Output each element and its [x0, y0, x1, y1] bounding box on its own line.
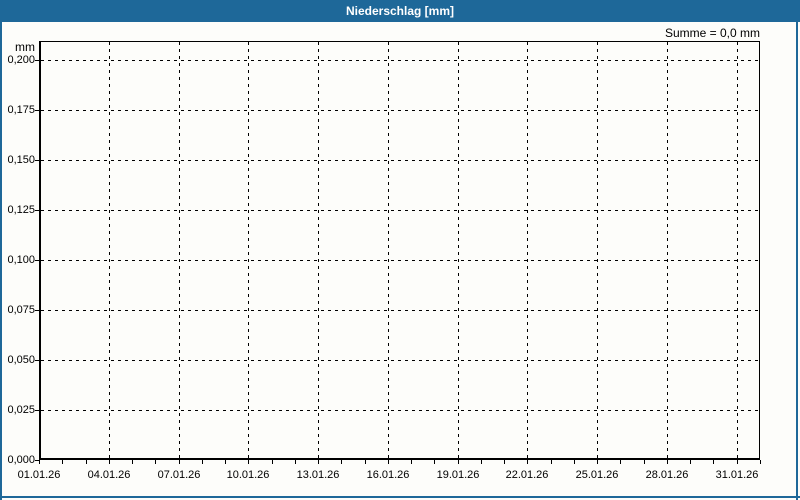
y-gridline	[41, 160, 759, 161]
x-axis-day-tick	[248, 460, 249, 464]
x-axis-day-tick	[272, 460, 273, 464]
y-axis-tick	[35, 110, 39, 111]
y-axis-line	[39, 41, 41, 460]
y-gridline	[41, 110, 759, 111]
x-gridline	[109, 42, 110, 458]
x-tick-label: 28.01.26	[645, 469, 689, 481]
x-tick-label: 22.01.26	[505, 469, 549, 481]
x-axis-day-tick	[109, 460, 110, 464]
x-tick-label: 19.01.26	[436, 469, 480, 481]
x-axis-day-tick	[39, 460, 40, 464]
x-axis-day-tick	[411, 460, 412, 464]
window-titlebar: Niederschlag [mm]	[0, 0, 800, 22]
y-gridline	[41, 260, 759, 261]
y-axis-tick	[35, 210, 39, 211]
x-gridline	[527, 42, 528, 458]
window-border-right	[796, 22, 798, 500]
y-gridline	[41, 410, 759, 411]
y-gridline	[41, 210, 759, 211]
x-axis-day-tick	[504, 460, 505, 464]
y-axis-tick	[35, 410, 39, 411]
y-tick-label: 0,000	[7, 454, 35, 466]
x-axis-day-tick	[644, 460, 645, 464]
x-axis-day-tick	[481, 460, 482, 464]
y-gridline	[41, 310, 759, 311]
x-axis-day-tick	[86, 460, 87, 464]
window-border-bottom	[0, 496, 800, 498]
y-tick-label: 0,100	[7, 254, 35, 266]
x-axis-day-tick	[760, 460, 761, 464]
window-border-left	[0, 22, 2, 500]
x-axis-day-tick	[667, 460, 668, 464]
y-tick-label: 0,150	[7, 154, 35, 166]
y-tick-label: 0,200	[7, 54, 35, 66]
x-axis-day-tick	[225, 460, 226, 464]
y-axis-tick	[35, 460, 39, 461]
x-axis-day-tick	[690, 460, 691, 464]
y-tick-label: 0,125	[7, 204, 35, 216]
x-tick-label: 31.01.26	[715, 469, 759, 481]
x-axis-day-tick	[295, 460, 296, 464]
x-tick-label: 10.01.26	[226, 469, 270, 481]
x-axis-day-tick	[132, 460, 133, 464]
y-axis-tick	[35, 360, 39, 361]
sum-label: Summe = 0,0 mm	[664, 26, 760, 40]
x-axis-day-tick	[458, 460, 459, 464]
x-axis-day-tick	[62, 460, 63, 464]
x-gridline	[318, 42, 319, 458]
x-axis-day-tick	[551, 460, 552, 464]
y-tick-label: 0,075	[7, 304, 35, 316]
x-axis-day-tick	[341, 460, 342, 464]
x-tick-label: 07.01.26	[157, 469, 201, 481]
y-axis-unit-label: mm	[15, 40, 35, 54]
y-axis-tick	[35, 60, 39, 61]
x-tick-label: 25.01.26	[575, 469, 619, 481]
x-axis-day-tick	[365, 460, 366, 464]
x-axis-line	[39, 458, 760, 460]
x-gridline	[597, 42, 598, 458]
y-axis-tick	[35, 310, 39, 311]
x-axis-day-tick	[713, 460, 714, 464]
y-gridline	[41, 60, 759, 61]
x-axis-day-tick	[737, 460, 738, 464]
x-gridline	[179, 42, 180, 458]
y-axis-tick	[35, 260, 39, 261]
plot-border-right	[759, 41, 760, 460]
x-axis-day-tick	[155, 460, 156, 464]
x-axis-day-tick	[597, 460, 598, 464]
x-axis-day-tick	[179, 460, 180, 464]
x-gridline	[388, 42, 389, 458]
x-tick-label: 01.01.26	[17, 469, 61, 481]
y-tick-label: 0,050	[7, 354, 35, 366]
x-gridline	[667, 42, 668, 458]
x-axis-day-tick	[527, 460, 528, 464]
y-tick-label: 0,025	[7, 404, 35, 416]
y-axis-tick	[35, 160, 39, 161]
plot-border-top	[39, 41, 760, 42]
x-axis-day-tick	[574, 460, 575, 464]
y-gridline	[41, 360, 759, 361]
x-gridline	[737, 42, 738, 458]
x-gridline	[458, 42, 459, 458]
x-gridline	[248, 42, 249, 458]
window-title: Niederschlag [mm]	[345, 4, 455, 18]
x-tick-label: 16.01.26	[366, 469, 410, 481]
x-axis-day-tick	[318, 460, 319, 464]
x-axis-day-tick	[202, 460, 203, 464]
x-axis-day-tick	[434, 460, 435, 464]
x-axis-day-tick	[620, 460, 621, 464]
x-tick-label: 13.01.26	[296, 469, 340, 481]
y-tick-label: 0,175	[7, 104, 35, 116]
x-tick-label: 04.01.26	[87, 469, 131, 481]
x-axis-day-tick	[388, 460, 389, 464]
